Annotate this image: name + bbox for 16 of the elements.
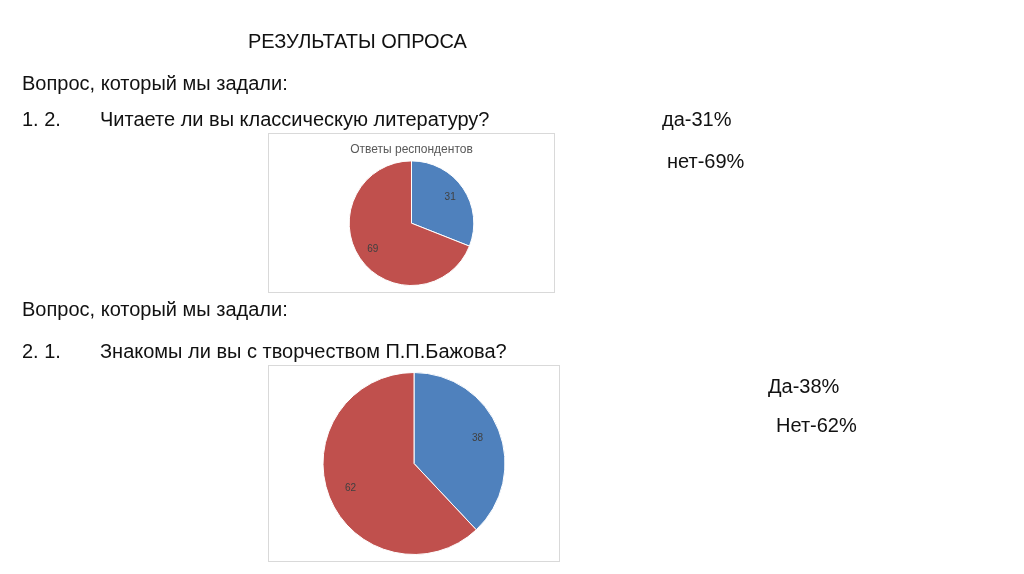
text: Читаете ли вы классическую литературу? [100,108,490,131]
text: Вопрос, который мы задали: [22,72,288,95]
data-label: 69 [367,243,379,255]
chart-title: Ответы респондентов [350,141,473,156]
text: Да-38% [768,375,840,398]
text: нет-69% [667,150,745,173]
data-label: 38 [471,432,484,444]
text: 2. 1. [22,340,61,363]
text: да-31% [662,108,732,131]
text: Вопрос, который мы задали: [22,298,288,321]
data-label: 62 [344,482,357,494]
data-label: 31 [444,190,457,202]
text: Нет-62% [776,414,857,437]
text: 1. 2. [22,108,61,131]
text: Знакомы ли вы с творчеством П.П.Бажова? [100,340,507,363]
text: РЕЗУЛЬТАТЫ ОПРОСА [248,30,467,53]
